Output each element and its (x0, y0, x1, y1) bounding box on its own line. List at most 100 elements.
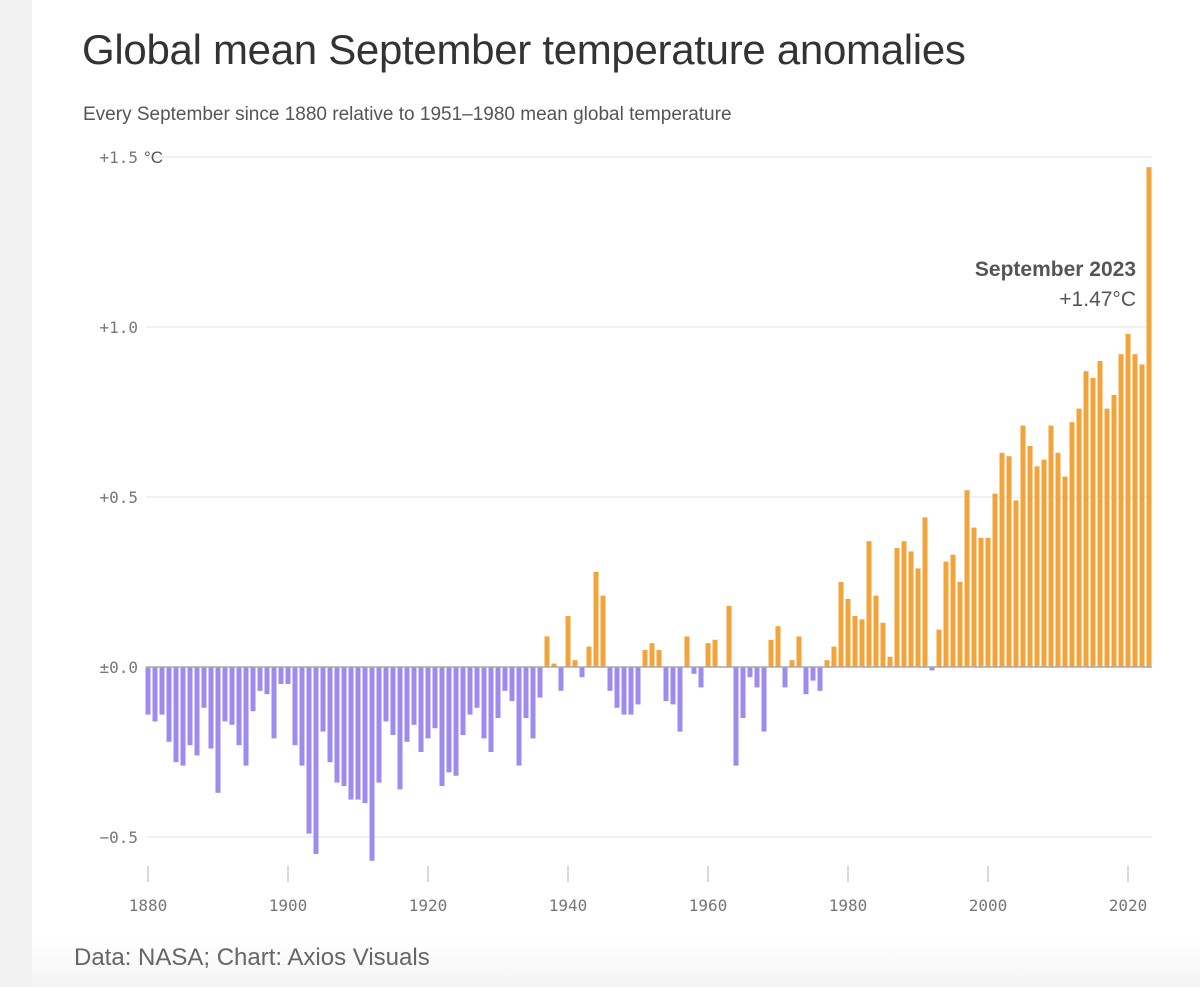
anomaly-bar-1943 (586, 646, 592, 667)
anomaly-bar-1936 (537, 667, 543, 698)
anomaly-bar-1931 (502, 667, 508, 691)
anomaly-bar-1954 (663, 667, 669, 701)
anomaly-bar-1969 (768, 639, 774, 667)
y-tick-label: +1.5 (99, 148, 138, 167)
anomaly-bar-1935 (530, 667, 536, 739)
chart-title: Global mean September temperature anomal… (82, 26, 966, 73)
anomaly-bar-1888 (201, 667, 207, 708)
anomaly-bar-1911 (362, 667, 368, 803)
anomaly-bar-1958 (691, 667, 697, 674)
x-tick-label: 1960 (689, 896, 728, 915)
anomaly-bar-1924 (453, 667, 459, 776)
anomaly-bar-1926 (467, 667, 473, 715)
anomaly-bar-1982 (859, 619, 865, 667)
anomaly-bar-1971 (782, 667, 788, 688)
anomaly-bar-1978 (831, 646, 837, 667)
anomaly-bar-1896 (257, 667, 263, 691)
anomaly-bar-2023 (1146, 167, 1152, 667)
anomaly-bar-1974 (803, 667, 809, 695)
anomaly-bar-1921 (432, 667, 438, 729)
x-tick-label: 1940 (549, 896, 588, 915)
anomaly-bar-1959 (698, 667, 704, 688)
anomaly-bar-1996 (957, 582, 963, 667)
anomaly-bar-1880 (145, 667, 151, 715)
anomaly-bar-1987 (894, 548, 900, 667)
anomaly-bar-1949 (628, 667, 634, 715)
anomaly-bar-1882 (159, 667, 165, 715)
anomaly-bar-1957 (684, 636, 690, 667)
anomaly-bar-1916 (397, 667, 403, 790)
anomaly-bar-1893 (236, 667, 242, 746)
anomaly-bar-1913 (376, 667, 382, 783)
anomaly-bar-1886 (187, 667, 193, 746)
anomaly-bar-1889 (208, 667, 214, 749)
chart-subtitle: Every September since 1880 relative to 1… (83, 104, 732, 125)
left-margin-strip (0, 0, 32, 987)
anomaly-bar-1898 (271, 667, 277, 739)
anomaly-bar-1908 (341, 667, 347, 786)
anomaly-bar-2000 (985, 537, 991, 667)
source-credit: Data: NASA; Chart: Axios Visuals (74, 944, 430, 971)
anomaly-bar-1928 (481, 667, 487, 739)
annotation-value: +1.47°C (1059, 288, 1136, 311)
anomaly-bar-2005 (1020, 425, 1026, 667)
y-axis-labels: −0.5 ±0.0 +0.5 +1.0 +1.5 (99, 148, 138, 847)
anomaly-bar-1999 (978, 537, 984, 667)
anomaly-bar-1906 (327, 667, 333, 763)
anomaly-bar-1884 (173, 667, 179, 763)
anomaly-bar-1946 (607, 667, 613, 691)
anomaly-bar-2011 (1062, 476, 1068, 667)
anomaly-bar-1966 (747, 667, 753, 678)
anomaly-bar-1910 (355, 667, 361, 800)
anomaly-bar-1963 (726, 605, 732, 667)
anomaly-bar-1897 (264, 667, 270, 695)
anomaly-bar-1994 (943, 561, 949, 667)
anomaly-bar-2022 (1139, 364, 1145, 667)
anomaly-bar-2018 (1111, 395, 1117, 667)
anomaly-bar-1912 (369, 667, 375, 861)
anomaly-bar-1914 (383, 667, 389, 722)
anomaly-bar-2015 (1090, 378, 1096, 667)
x-tick-label: 1900 (269, 896, 308, 915)
anomaly-bar-1920 (425, 667, 431, 739)
anomaly-bar-1909 (348, 667, 354, 800)
anomaly-bar-1885 (180, 667, 186, 766)
anomaly-bar-1979 (838, 582, 844, 667)
anomaly-bar-1942 (579, 667, 585, 678)
anomaly-bar-1980 (845, 599, 851, 667)
anomaly-bar-1970 (775, 626, 781, 667)
anomaly-bar-1904 (313, 667, 319, 854)
anomaly-bar-1968 (761, 667, 767, 732)
anomaly-bar-1894 (243, 667, 249, 766)
anomaly-bar-2010 (1055, 452, 1061, 667)
x-tick-label: 2020 (1109, 896, 1148, 915)
anomaly-bar-1899 (278, 667, 284, 684)
x-tick-label: 2000 (969, 896, 1008, 915)
x-tick-label: 1920 (409, 896, 448, 915)
anomaly-bar-1933 (516, 667, 522, 766)
anomaly-bar-1892 (229, 667, 235, 725)
anomaly-bar-1881 (152, 667, 158, 722)
anomaly-bar-1887 (194, 667, 200, 756)
anomaly-bar-1973 (796, 636, 802, 667)
anomaly-bar-1967 (754, 667, 760, 688)
anomaly-bar-2002 (999, 452, 1005, 667)
anomaly-bar-1989 (908, 551, 914, 667)
anomaly-bar-2017 (1104, 408, 1110, 667)
anomaly-bar-1890 (215, 667, 221, 793)
x-tick-label: 1880 (129, 896, 168, 915)
y-axis-unit-label: °C (144, 148, 163, 167)
anomaly-bar-1981 (852, 616, 858, 667)
anomaly-bar-1915 (390, 667, 396, 735)
bottom-fade (32, 941, 1200, 987)
anomaly-bar-1955 (670, 667, 676, 705)
anomaly-bar-1937 (544, 636, 550, 667)
anomaly-bar-1929 (488, 667, 494, 752)
x-tick-label: 1980 (829, 896, 868, 915)
anomaly-bar-1917 (404, 667, 410, 742)
anomaly-bar-1986 (887, 656, 893, 667)
anomaly-bar-2001 (992, 493, 998, 667)
anomaly-bar-1975 (810, 667, 816, 681)
anomaly-bar-2006 (1027, 446, 1033, 667)
